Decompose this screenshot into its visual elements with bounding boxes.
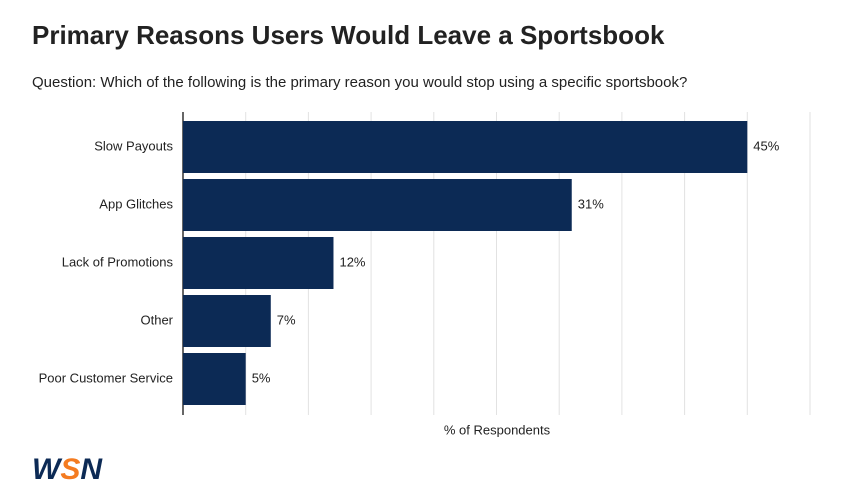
chart-subtitle: Question: Which of the following is the … [32,74,687,91]
y-tick-label: Poor Customer Service [39,370,173,385]
bar [183,295,271,347]
value-label: 12% [339,254,365,269]
value-label: 5% [252,370,271,385]
chart-title: Primary Reasons Users Would Leave a Spor… [32,20,665,50]
value-label: 45% [753,138,779,153]
value-label: 31% [578,196,604,211]
logo-letter: W [32,453,63,486]
y-tick-label: Other [140,312,173,327]
bar [183,237,334,289]
y-tick-label: Lack of Promotions [62,254,174,269]
logo-letter: S [60,453,80,486]
y-tick-label: Slow Payouts [94,138,173,153]
bar [183,353,246,405]
bar [183,121,748,173]
logo-letter: N [80,453,103,486]
value-label: 7% [277,312,296,327]
bar [183,179,572,231]
x-axis-label: % of Respondents [444,422,551,437]
y-tick-label: App Glitches [99,196,173,211]
logo: WSN [32,453,103,486]
